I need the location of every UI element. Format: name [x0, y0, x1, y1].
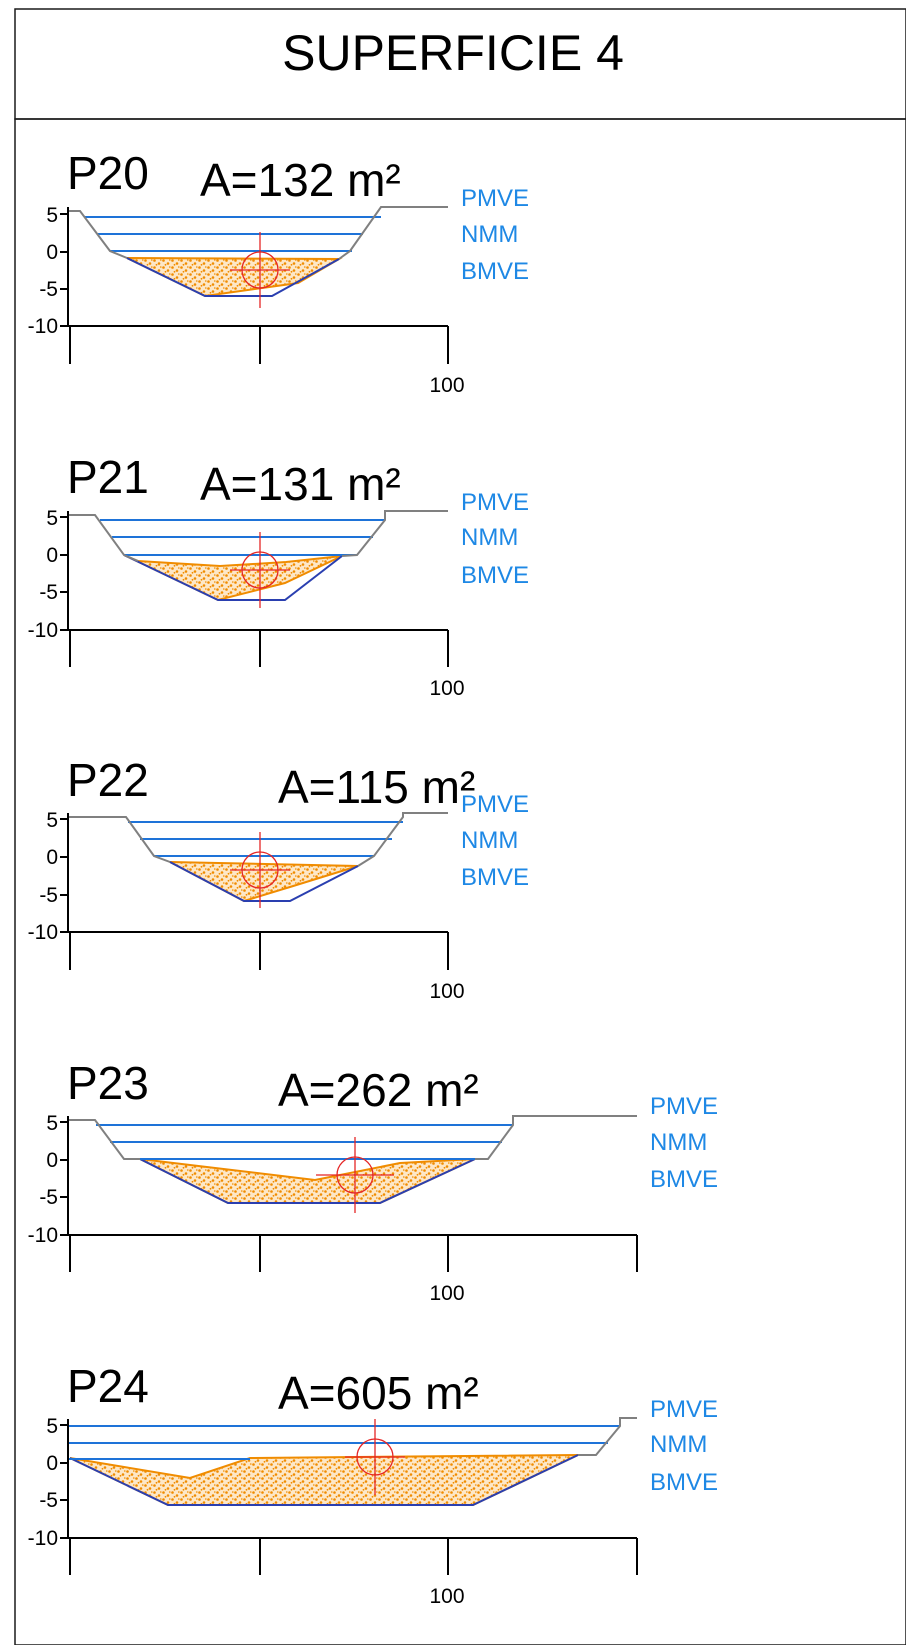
centroid-marker: [230, 232, 290, 308]
profile-name: P24: [67, 1360, 149, 1412]
y-tick-label: 5: [46, 507, 58, 530]
profile-name: P22: [67, 754, 149, 806]
x-axis: [68, 325, 449, 364]
y-tick-label: 5: [46, 809, 58, 832]
level-label-bmve: BMVE: [461, 258, 529, 285]
y-tick-label: -10: [28, 619, 58, 642]
centroid-marker: [230, 832, 290, 908]
y-tick-label: -5: [39, 1186, 58, 1209]
profile-p23: P23 A=262 m² 5 0 -5 -10 1: [28, 1057, 718, 1305]
sediment-fill: [139, 1158, 476, 1204]
x-tick-label: 100: [429, 1282, 464, 1305]
level-label-bmve: BMVE: [461, 562, 529, 589]
centroid-marker: [345, 1419, 405, 1495]
x-axis: [68, 1537, 638, 1575]
y-axis: [60, 1116, 69, 1236]
x-axis: [68, 629, 449, 667]
x-tick-label: 100: [429, 1585, 464, 1608]
y-tick-label: 5: [46, 1112, 58, 1135]
y-tick-label: -10: [28, 1224, 58, 1247]
profile-p22: P22 A=115 m² 5 0 -5 -10 100: [28, 754, 529, 1003]
level-label-pmve: PMVE: [461, 489, 529, 516]
level-label-bmve: BMVE: [650, 1469, 718, 1496]
level-label-pmve: PMVE: [650, 1093, 718, 1120]
area-label: A=131 m²: [200, 458, 401, 510]
profile-name: P21: [67, 451, 149, 503]
y-tick-label: -10: [28, 315, 58, 338]
sheet-title: SUPERFICIE 4: [282, 25, 624, 81]
y-axis: [60, 207, 69, 327]
ground-profile: [68, 206, 448, 260]
profile-p24: P24 A=605 m² 5 0 -5 -10 1: [28, 1360, 718, 1608]
level-label-bmve: BMVE: [461, 864, 529, 891]
ground-profile: [68, 1115, 637, 1160]
level-label-pmve: PMVE: [461, 185, 529, 212]
channel-bed: [169, 861, 359, 902]
y-axis: [60, 511, 69, 631]
centroid-marker: [316, 1137, 394, 1213]
ground-profile: [68, 812, 448, 867]
y-axis: [60, 1419, 69, 1539]
y-tick-label: 0: [46, 846, 58, 869]
area-label: A=132 m²: [200, 154, 401, 206]
level-label-nmm: NMM: [650, 1129, 707, 1156]
y-tick-label: -5: [39, 1489, 58, 1512]
sediment-fill: [123, 554, 343, 602]
y-tick-label: 5: [46, 204, 58, 227]
x-tick-label: 100: [429, 677, 464, 700]
y-tick-label: 0: [46, 544, 58, 567]
ground-profile: [578, 1417, 637, 1456]
area-label: A=605 m²: [278, 1367, 479, 1419]
y-tick-label: 5: [46, 1415, 58, 1438]
x-axis: [68, 931, 449, 970]
level-label-pmve: PMVE: [461, 791, 529, 818]
ground-profile: [68, 510, 448, 562]
x-tick-label: 100: [429, 374, 464, 397]
profile-p20: P20 A=132 m² 5 0 -5 -10 100: [28, 147, 529, 397]
profile-name: P23: [67, 1057, 149, 1109]
y-tick-label: 0: [46, 241, 58, 264]
channel-bed: [123, 554, 343, 601]
level-label-pmve: PMVE: [650, 1396, 718, 1423]
level-label-bmve: BMVE: [650, 1166, 718, 1193]
channel-bed: [69, 1454, 579, 1506]
profile-p21: P21 A=131 m² 5 0 -5 -10 100: [28, 451, 529, 700]
y-tick-label: -5: [39, 884, 58, 907]
y-tick-label: -5: [39, 278, 58, 301]
y-tick-label: 0: [46, 1452, 58, 1475]
y-tick-label: -5: [39, 581, 58, 604]
channel-bed: [139, 1158, 476, 1204]
y-tick-label: 0: [46, 1149, 58, 1172]
y-axis: [60, 813, 69, 933]
sediment-fill: [69, 1454, 579, 1506]
area-label: A=262 m²: [278, 1064, 479, 1116]
profile-name: P20: [67, 147, 149, 199]
area-label: A=115 m²: [278, 761, 475, 813]
level-label-nmm: NMM: [461, 221, 518, 248]
y-tick-label: -10: [28, 1527, 58, 1550]
level-label-nmm: NMM: [650, 1431, 707, 1458]
level-label-nmm: NMM: [461, 827, 518, 854]
x-axis: [68, 1234, 638, 1272]
content-frame: [14, 118, 906, 1645]
x-tick-label: 100: [429, 980, 464, 1003]
level-label-nmm: NMM: [461, 524, 518, 551]
y-tick-label: -10: [28, 921, 58, 944]
centroid-marker: [230, 532, 290, 608]
channel-bed: [126, 257, 340, 297]
